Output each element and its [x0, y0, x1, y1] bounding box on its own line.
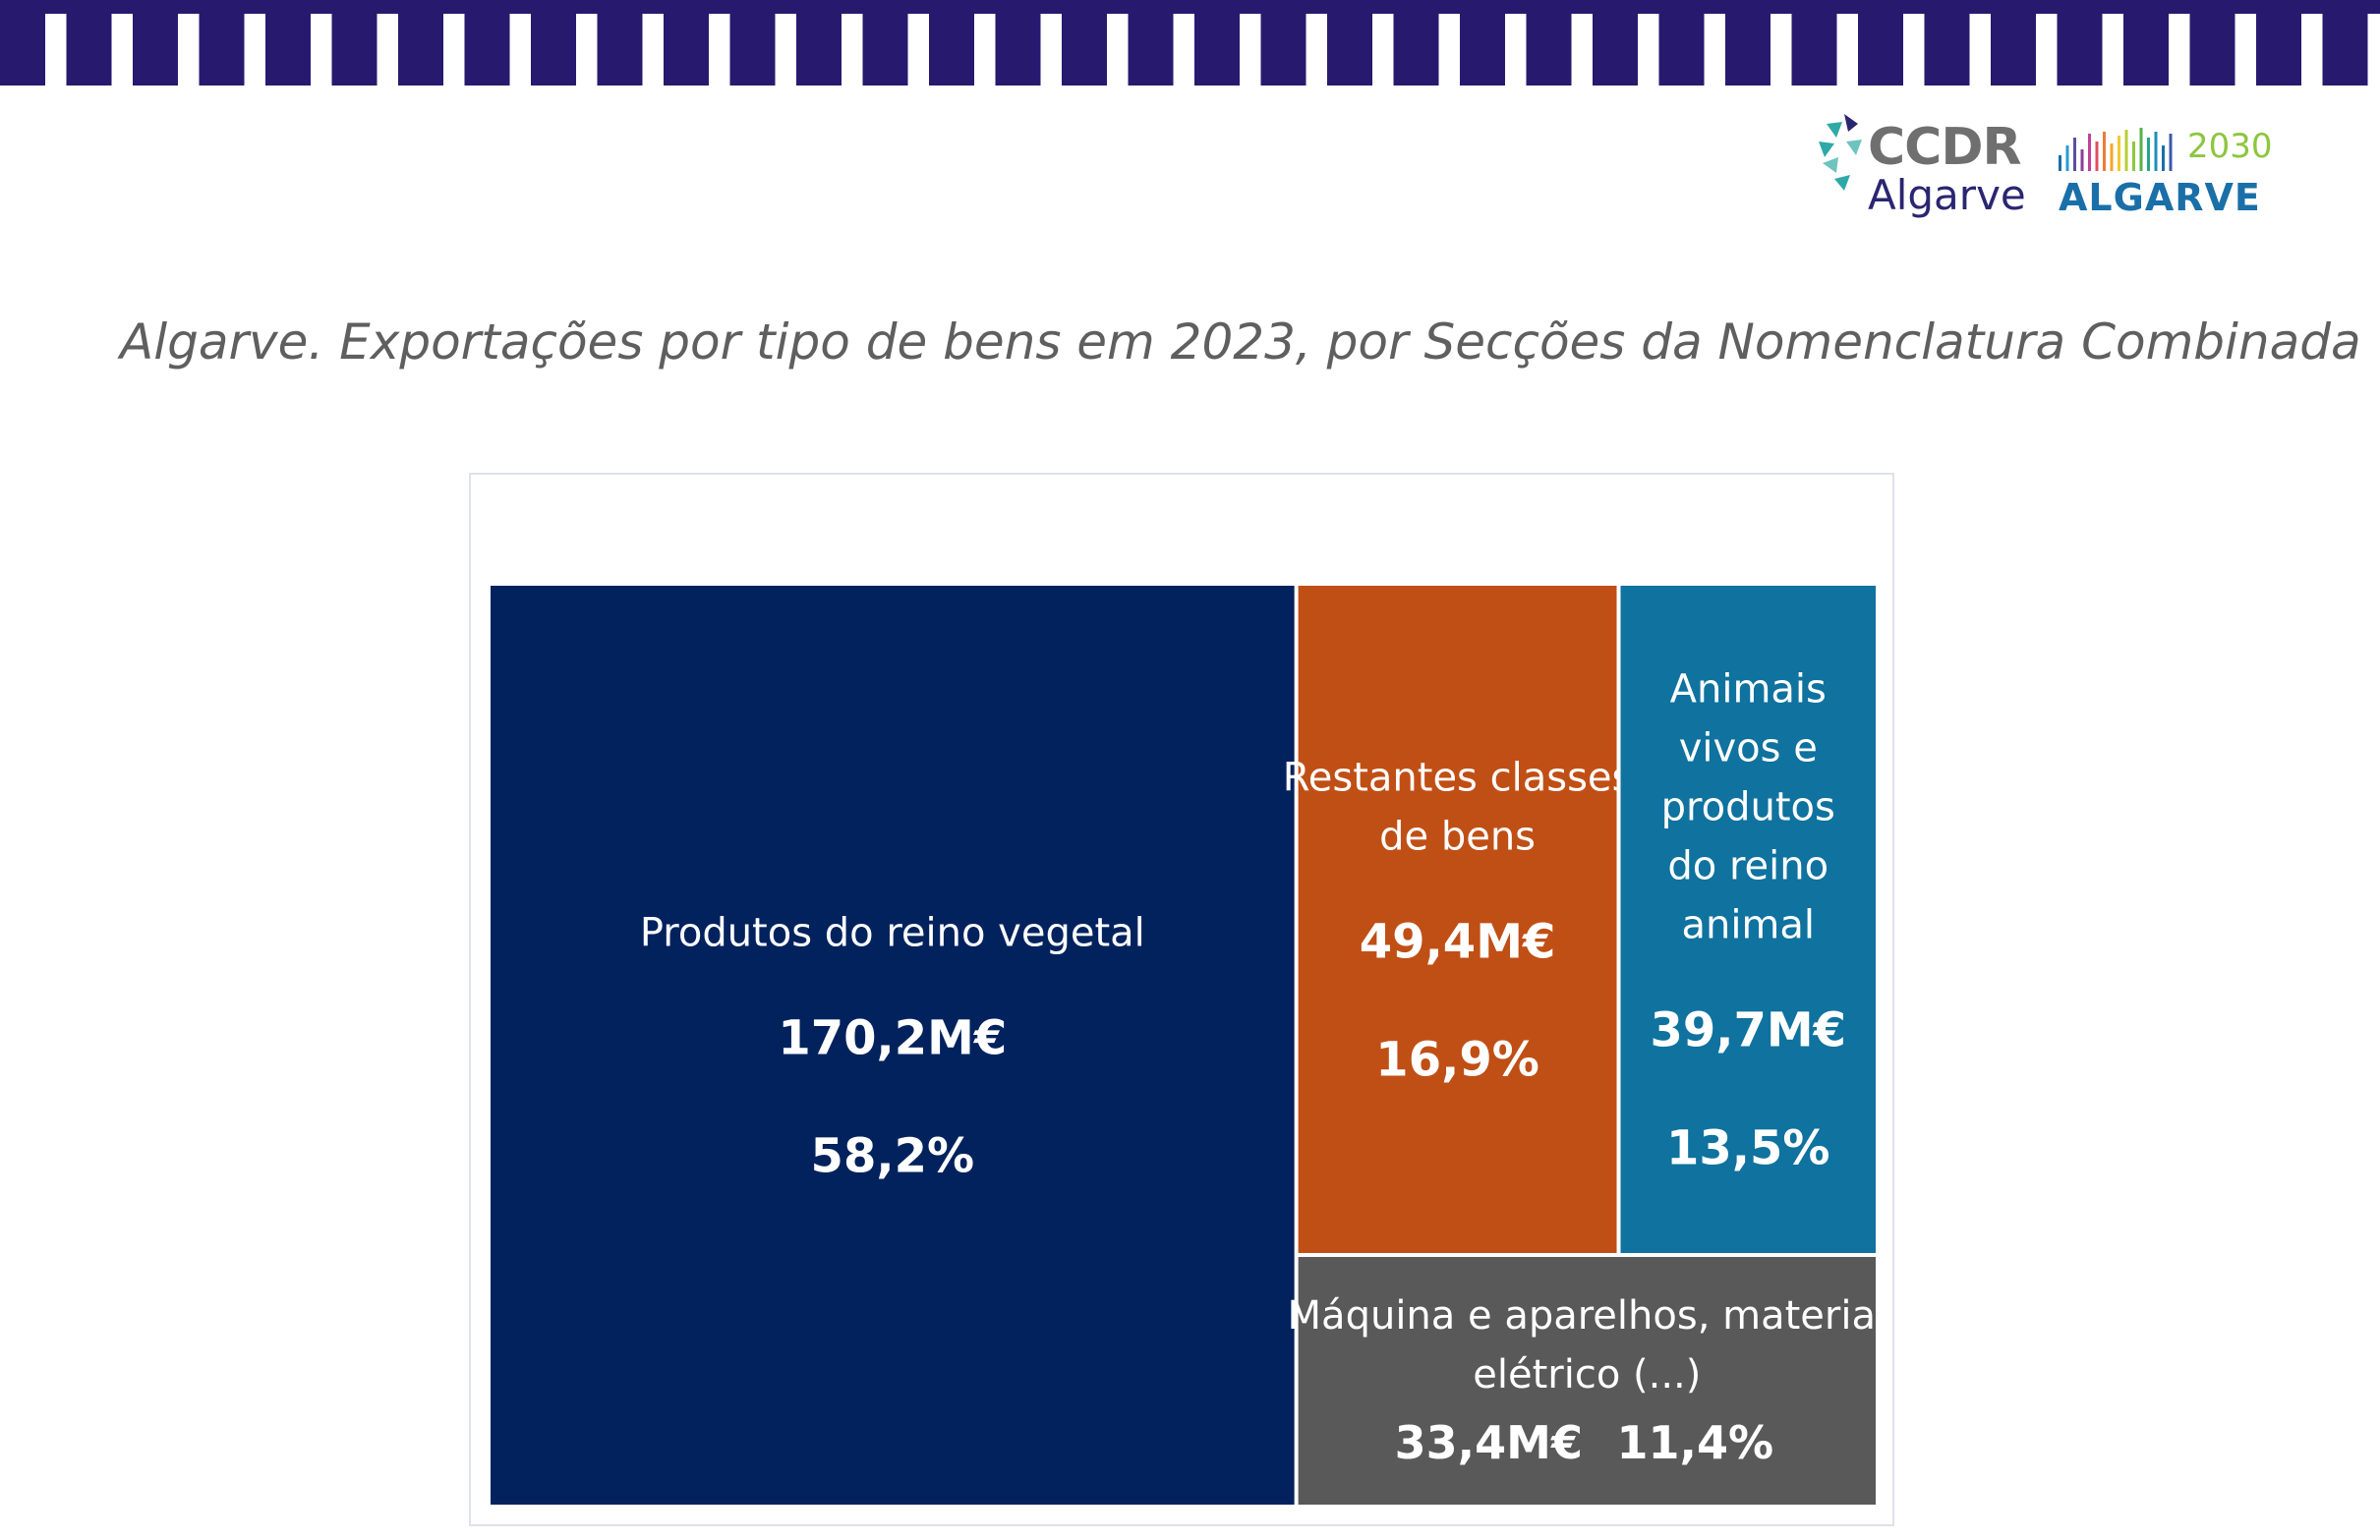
logo-bar — [2139, 128, 2143, 171]
ccdr-algarve-logo: CCDR Algarve — [1817, 110, 2026, 228]
tile-label-line: animal — [1681, 902, 1815, 947]
tile-label-line: Máquina e aparelhos, material — [1288, 1293, 1887, 1339]
band-stripe — [597, 0, 643, 86]
band-stripe — [1924, 0, 1970, 86]
tile-value-label: 39,7M€ — [1650, 1002, 1846, 1057]
band-stripe — [133, 0, 178, 86]
tile-label-line: Produtos do reino vegetal — [640, 911, 1145, 956]
tile-label-line: de bens — [1379, 814, 1536, 859]
band-stripe — [2189, 0, 2235, 86]
band-stripe — [796, 0, 842, 86]
band-stripe — [2057, 0, 2103, 86]
band-stripe — [1791, 0, 1837, 86]
band-stripe — [1393, 0, 1439, 86]
band-stripe — [1593, 0, 1638, 86]
logo-bar — [2124, 130, 2128, 171]
logo-bar — [2147, 138, 2150, 171]
band-stripe — [265, 0, 311, 86]
tile-value-label: 170,2M€ — [778, 1011, 1007, 1066]
logo-bar — [2169, 134, 2173, 171]
treemap-chart-frame: Produtos do reino vegetal 170,2M€ 58,2% Res… — [469, 473, 1894, 1526]
logo-bar — [2118, 136, 2120, 171]
algarve-2030-year: 2030 — [2187, 127, 2273, 166]
band-stripe — [331, 0, 377, 86]
tile-share-label: 13,5% — [1666, 1120, 1830, 1175]
band-stripe — [995, 0, 1041, 86]
tile-label-line: do reino — [1667, 843, 1829, 888]
tile-value-label: 49,4M€ — [1360, 914, 1556, 969]
logo-bar — [2110, 143, 2114, 171]
treemap-tile-rect — [491, 586, 1295, 1505]
band-stripe — [1260, 0, 1306, 86]
band-stripe — [1460, 0, 1505, 86]
logo-bar — [2059, 155, 2061, 171]
band-stripe — [398, 0, 443, 86]
band-stripe — [729, 0, 776, 86]
logo-bar — [2132, 142, 2135, 171]
band-stripe — [2256, 0, 2301, 86]
tile-label-line: vivos e — [1679, 725, 1818, 770]
band-stripe — [1194, 0, 1240, 86]
ccdr-star-icon — [1819, 114, 1862, 191]
algarve-2030-logo: 2030 ALGARVE — [2055, 126, 2273, 224]
band-stripe — [531, 0, 576, 86]
logo-bar — [2154, 132, 2158, 171]
ccdr-logo-region: Algarve — [1868, 171, 2026, 219]
tile-label-line: elétrico (...) — [1473, 1352, 1701, 1397]
logo-bar — [2065, 145, 2069, 171]
treemap-chart: Produtos do reino vegetal 170,2M€ 58,2% Res… — [491, 586, 1887, 1505]
tile-label-line: Restantes classes — [1283, 755, 1633, 800]
band-stripe — [2123, 0, 2169, 86]
tile-label-line: Animais — [1670, 666, 1827, 712]
tile-value-label: 33,4M€ — [1395, 1416, 1583, 1469]
logo-bar — [2162, 145, 2165, 171]
tile-share-label: 11,4% — [1617, 1416, 1774, 1469]
band-top-edge — [0, 0, 2380, 14]
band-stripe — [2322, 0, 2368, 86]
tile-maquinas-aparelhos: Máquina e aparelhos, material elétrico (.… — [1288, 1256, 1887, 1505]
algarve-2030-bars-icon — [2059, 128, 2173, 171]
tile-restantes-classes: Restantes classes de bens 49,4M€ 16,9% — [1283, 586, 1633, 1253]
algarve-2030-brand: ALGARVE — [2059, 176, 2261, 219]
band-stripe — [66, 0, 112, 86]
band-stripe — [464, 0, 510, 86]
band-stripe — [1858, 0, 1903, 86]
band-stripe — [199, 0, 245, 86]
band-stripe — [664, 0, 709, 86]
top-stripe-band — [0, 0, 2380, 86]
logo-bar — [2088, 134, 2091, 171]
tile-share-label: 16,9% — [1375, 1032, 1539, 1087]
logo-bar — [2080, 149, 2084, 171]
band-stripe — [1062, 0, 1107, 86]
treemap-tile-rect — [1298, 586, 1617, 1253]
band-stripe — [1991, 0, 2036, 86]
logo-bar — [2103, 132, 2106, 171]
page-title: Algarve. Exportações por tipo de bens em… — [120, 314, 2361, 371]
band-stripe — [1526, 0, 1572, 86]
band-stripe — [929, 0, 974, 86]
band-stripe — [862, 0, 908, 86]
tile-animais-vivos: Animais vivos e produtos do reino animal 39,7… — [1620, 586, 1876, 1253]
tile-produtos-vegetal: Produtos do reino vegetal 170,2M€ 58,2% — [491, 586, 1295, 1505]
tile-share-label: 58,2% — [811, 1129, 975, 1184]
treemap-tile-rect — [1298, 1256, 1876, 1505]
band-stripe — [1327, 0, 1372, 86]
ccdr-logo-text: CCDR — [1868, 118, 2022, 177]
band-stripe — [1725, 0, 1770, 86]
logo-bar — [2095, 142, 2099, 171]
band-stripe — [0, 0, 45, 86]
band-stripe — [1128, 0, 1174, 86]
treemap-tile-rect — [1620, 586, 1876, 1253]
tile-label-line: produtos — [1661, 784, 1835, 829]
logo-bar — [2073, 138, 2076, 171]
band-stripe — [1658, 0, 1705, 86]
